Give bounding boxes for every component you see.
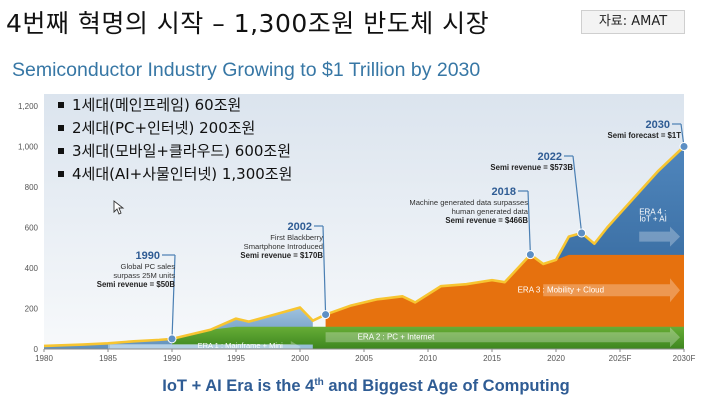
chart: Semiconductor Industry Growing to $1 Tri… — [0, 47, 712, 413]
annotation-text: First Blackberry — [270, 233, 323, 242]
annotation-marker — [525, 250, 535, 260]
era2-arrow — [325, 327, 680, 348]
x-tick-label: 2005 — [355, 354, 373, 363]
y-tick-label: 0 — [34, 345, 39, 354]
cursor-icon — [113, 200, 125, 215]
annotation-marker — [321, 310, 331, 320]
era-areas — [44, 146, 684, 349]
annotation-text: Global PC sales — [121, 262, 176, 271]
annotation-year: 2018 — [492, 186, 516, 198]
era4-label: ERA 4 : — [639, 207, 666, 216]
era4-label-2: IoT + AI — [639, 214, 667, 223]
bullet-item: 3세대(모바일+클라우드) 600조원 — [72, 142, 291, 160]
era3-label: ERA 3 : Mobility + Cloud — [518, 285, 604, 294]
bullet-marker — [58, 148, 64, 154]
annotation-revenue: Semi revenue = $573B — [490, 163, 573, 172]
bullet-item: 2세대(PC+인터넷) 200조원 — [72, 119, 255, 137]
x-tick-label: 1985 — [99, 354, 117, 363]
x-tick-label: 2025F — [609, 354, 632, 363]
x-tick-label: 2000 — [291, 354, 309, 363]
annotation-text: Smartphone Introduced — [244, 242, 323, 251]
bullet-item: 4세대(AI+사물인터넷) 1,300조원 — [72, 165, 292, 183]
annotation-leader-v — [572, 155, 583, 234]
source-label: 자료: AMAT — [581, 10, 685, 34]
x-tick-label: 2015 — [483, 354, 501, 363]
x-tick-label: 1995 — [227, 354, 245, 363]
era3-area — [325, 254, 684, 349]
annotation-revenue: Semi revenue = $170B — [240, 251, 323, 260]
bullet-marker — [58, 171, 64, 177]
y-tick-label: 600 — [25, 224, 39, 233]
y-tick-label: 200 — [25, 305, 39, 314]
era1-band — [108, 344, 313, 349]
annotation-revenue: Semi forecast = $1T — [608, 131, 682, 140]
bullet-marker — [58, 102, 64, 108]
page-title: 4번째 혁명의 시작 – 1,300조원 반도체 시장 — [6, 9, 490, 38]
annotation-year: 1990 — [136, 250, 160, 262]
slide: Semiconductor Industry Growing to $1 Tri… — [0, 47, 712, 413]
era-labels: ERA 1 : Mainframe + Mini ERA 2 : PC + Int… — [110, 207, 680, 353]
bullet-marker — [58, 125, 64, 131]
y-tick-label: 800 — [25, 183, 39, 192]
annotation-revenue: Semi revenue = $466B — [445, 216, 528, 225]
bullet-item: 1세대(메인프레임) 60조원 — [72, 96, 241, 114]
x-tick-label: 1980 — [35, 354, 53, 363]
chart-title: Semiconductor Industry Growing to $1 Tri… — [12, 59, 480, 81]
x-tick-label: 2030F — [673, 354, 696, 363]
annotation-text: human generated data — [452, 207, 529, 216]
era2-area — [172, 326, 684, 349]
y-tick-label: 400 — [25, 264, 39, 273]
bullet-list: 1세대(메인프레임) 60조원 2세대(PC+인터넷) 200조원 3세대(모바일+… — [58, 96, 292, 183]
annotation-revenue: Semi revenue = $50B — [97, 280, 176, 289]
axes: 1980 1985 1990 1995 2000 2005 2010 2015 2020 2025… — [18, 102, 695, 363]
annotation-text: Machine generated data surpasses — [409, 198, 528, 207]
era1-label: ERA 1 : Mainframe + Mini — [198, 341, 284, 350]
annotation-marker — [577, 228, 587, 238]
era3-arrow — [543, 278, 680, 303]
era2-label: ERA 2 : PC + Internet — [358, 332, 435, 341]
annotation-year: 2002 — [288, 221, 312, 233]
era4-arrow — [639, 226, 680, 247]
annotation-year: 2022 — [538, 151, 562, 163]
annotation-leader-v — [527, 190, 531, 255]
y-tick-label: 1,200 — [18, 102, 39, 111]
era1-arrow — [110, 340, 301, 353]
annotation-marker — [167, 334, 177, 344]
annotation-year: 2030 — [646, 119, 670, 131]
y-tick-label: 1,000 — [18, 143, 39, 152]
x-tick-label: 2020 — [547, 354, 565, 363]
annotation-leader-v — [171, 254, 176, 339]
annotation-leader-v — [322, 225, 327, 315]
x-tick-label: 1990 — [163, 354, 181, 363]
x-tick-label: 2010 — [419, 354, 437, 363]
annotation-marker — [679, 142, 689, 151]
annotation-text: surpass 25M units — [113, 271, 175, 280]
footer-text: IoT + AI Era is the 4th and Biggest Age … — [162, 377, 569, 395]
